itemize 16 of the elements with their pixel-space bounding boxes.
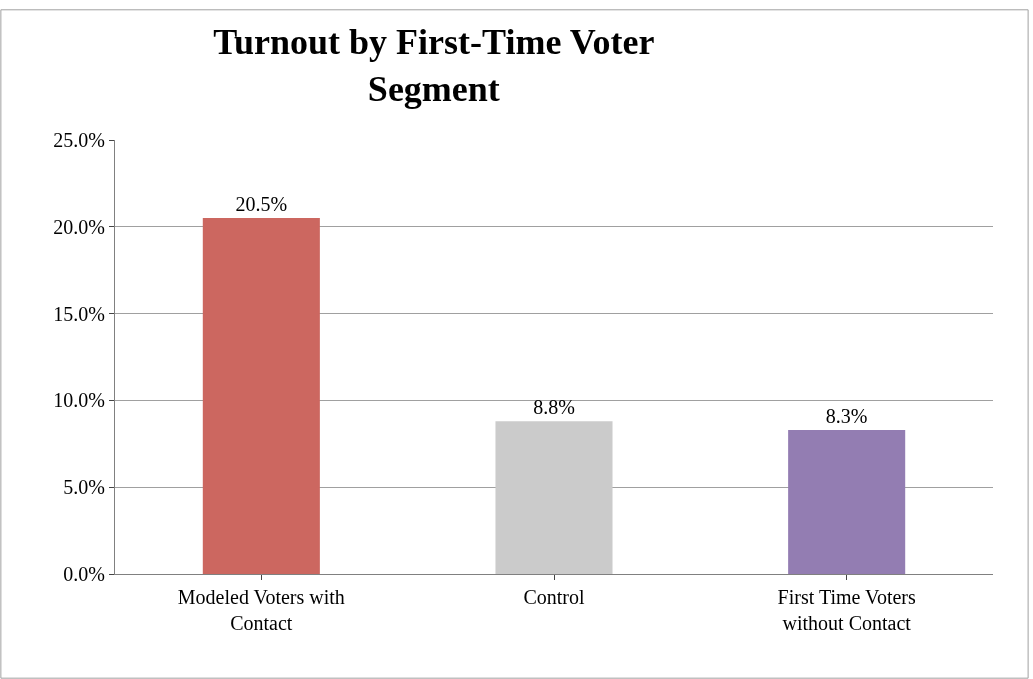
y-tick-label: 5.0% bbox=[63, 476, 105, 499]
bar bbox=[495, 421, 613, 574]
y-tick-label: 10.0% bbox=[53, 389, 105, 412]
y-tick-label: 20.0% bbox=[53, 215, 105, 238]
bar bbox=[788, 429, 906, 574]
y-tick-label: 0.0% bbox=[63, 563, 105, 585]
y-tick-label: 25.0% bbox=[53, 129, 105, 151]
data-label: 8.8% bbox=[533, 396, 575, 419]
x-tick-label: First Time Voters without Contact bbox=[777, 586, 916, 634]
data-label: 20.5% bbox=[235, 193, 288, 216]
x-tick-label: Control bbox=[523, 586, 585, 608]
y-tick-label: 15.0% bbox=[53, 302, 105, 325]
chart-title: Turnout by First-Time Voter Segment bbox=[213, 22, 655, 110]
bar bbox=[202, 218, 320, 574]
x-tick-label: Modeled Voters with Contact bbox=[177, 586, 345, 634]
data-label: 8.3% bbox=[825, 404, 868, 427]
